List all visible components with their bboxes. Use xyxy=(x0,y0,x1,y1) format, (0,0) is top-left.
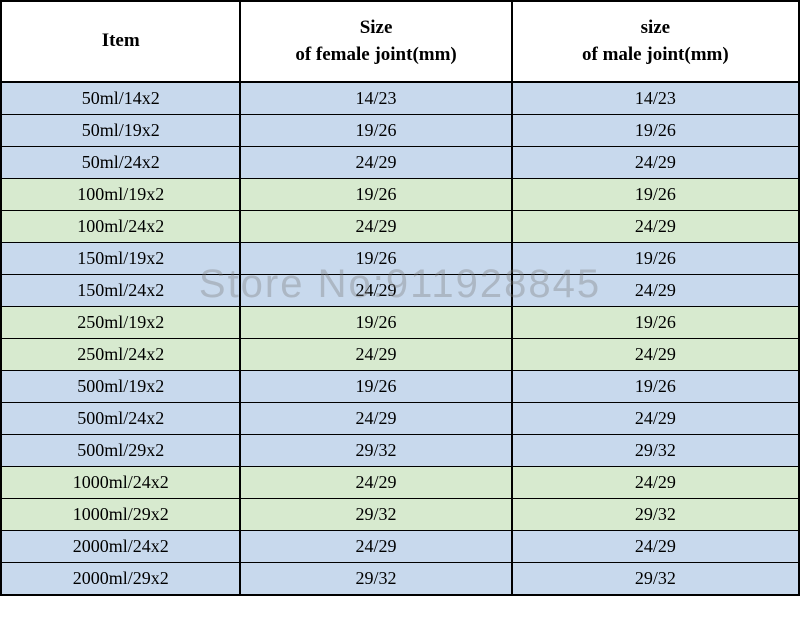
table-cell: 24/29 xyxy=(512,530,799,562)
table-cell: 500ml/29x2 xyxy=(1,434,240,466)
table-cell: 24/29 xyxy=(240,338,511,370)
table-body: 50ml/14x214/2314/2350ml/19x219/2619/2650… xyxy=(1,82,799,594)
table-cell: 19/26 xyxy=(512,306,799,338)
table-header: Item Size of female joint(mm) size of ma… xyxy=(1,2,799,82)
column-header-male: size of male joint(mm) xyxy=(512,2,799,82)
table-cell: 100ml/19x2 xyxy=(1,178,240,210)
table-cell: 24/29 xyxy=(240,274,511,306)
table-cell: 24/29 xyxy=(512,338,799,370)
table-row: 1000ml/24x224/2924/29 xyxy=(1,466,799,498)
header-line: of male joint(mm) xyxy=(517,42,794,69)
table-row: 500ml/24x224/2924/29 xyxy=(1,402,799,434)
table-cell: 14/23 xyxy=(512,82,799,114)
header-line: Item xyxy=(6,28,235,55)
table-cell: 29/32 xyxy=(512,498,799,530)
table-cell: 24/29 xyxy=(512,146,799,178)
table-cell: 150ml/19x2 xyxy=(1,242,240,274)
table-cell: 19/26 xyxy=(240,242,511,274)
table-cell: 24/29 xyxy=(512,466,799,498)
table-cell: 29/32 xyxy=(240,498,511,530)
table-cell: 100ml/24x2 xyxy=(1,210,240,242)
table-cell: 29/32 xyxy=(240,562,511,594)
column-header-female: Size of female joint(mm) xyxy=(240,2,511,82)
table-cell: 500ml/24x2 xyxy=(1,402,240,434)
table-row: 150ml/24x224/2924/29 xyxy=(1,274,799,306)
table-cell: 24/29 xyxy=(512,274,799,306)
header-line: size xyxy=(517,15,794,42)
table-cell: 19/26 xyxy=(512,370,799,402)
table-row: 1000ml/29x229/3229/32 xyxy=(1,498,799,530)
table-cell: 19/26 xyxy=(512,242,799,274)
header-line: of female joint(mm) xyxy=(245,42,506,69)
header-line: Size xyxy=(245,15,506,42)
table-row: 100ml/24x224/2924/29 xyxy=(1,210,799,242)
table-cell: 19/26 xyxy=(240,306,511,338)
size-table: Item Size of female joint(mm) size of ma… xyxy=(0,2,800,594)
table-cell: 2000ml/29x2 xyxy=(1,562,240,594)
table-row: 2000ml/29x229/3229/32 xyxy=(1,562,799,594)
table-cell: 2000ml/24x2 xyxy=(1,530,240,562)
column-header-item: Item xyxy=(1,2,240,82)
table-row: 50ml/19x219/2619/26 xyxy=(1,114,799,146)
table-cell: 24/29 xyxy=(512,402,799,434)
table-cell: 19/26 xyxy=(240,370,511,402)
table-cell: 24/29 xyxy=(240,402,511,434)
table-cell: 24/29 xyxy=(240,146,511,178)
table-cell: 19/26 xyxy=(240,178,511,210)
table-cell: 19/26 xyxy=(240,114,511,146)
table-row: 150ml/19x219/2619/26 xyxy=(1,242,799,274)
table-cell: 50ml/14x2 xyxy=(1,82,240,114)
size-table-container: Item Size of female joint(mm) size of ma… xyxy=(0,0,800,596)
table-cell: 19/26 xyxy=(512,114,799,146)
table-cell: 19/26 xyxy=(512,178,799,210)
table-row: 2000ml/24x224/2924/29 xyxy=(1,530,799,562)
table-cell: 150ml/24x2 xyxy=(1,274,240,306)
table-cell: 250ml/19x2 xyxy=(1,306,240,338)
table-row: 50ml/14x214/2314/23 xyxy=(1,82,799,114)
table-cell: 500ml/19x2 xyxy=(1,370,240,402)
table-cell: 24/29 xyxy=(240,210,511,242)
table-cell: 29/32 xyxy=(240,434,511,466)
table-cell: 50ml/19x2 xyxy=(1,114,240,146)
table-cell: 1000ml/24x2 xyxy=(1,466,240,498)
table-row: 250ml/19x219/2619/26 xyxy=(1,306,799,338)
table-cell: 24/29 xyxy=(240,530,511,562)
table-row: 500ml/19x219/2619/26 xyxy=(1,370,799,402)
table-cell: 1000ml/29x2 xyxy=(1,498,240,530)
table-cell: 50ml/24x2 xyxy=(1,146,240,178)
table-row: 500ml/29x229/3229/32 xyxy=(1,434,799,466)
table-row: 50ml/24x224/2924/29 xyxy=(1,146,799,178)
table-cell: 14/23 xyxy=(240,82,511,114)
table-row: 250ml/24x224/2924/29 xyxy=(1,338,799,370)
table-row: 100ml/19x219/2619/26 xyxy=(1,178,799,210)
table-cell: 250ml/24x2 xyxy=(1,338,240,370)
table-cell: 29/32 xyxy=(512,434,799,466)
table-cell: 29/32 xyxy=(512,562,799,594)
table-cell: 24/29 xyxy=(512,210,799,242)
table-cell: 24/29 xyxy=(240,466,511,498)
